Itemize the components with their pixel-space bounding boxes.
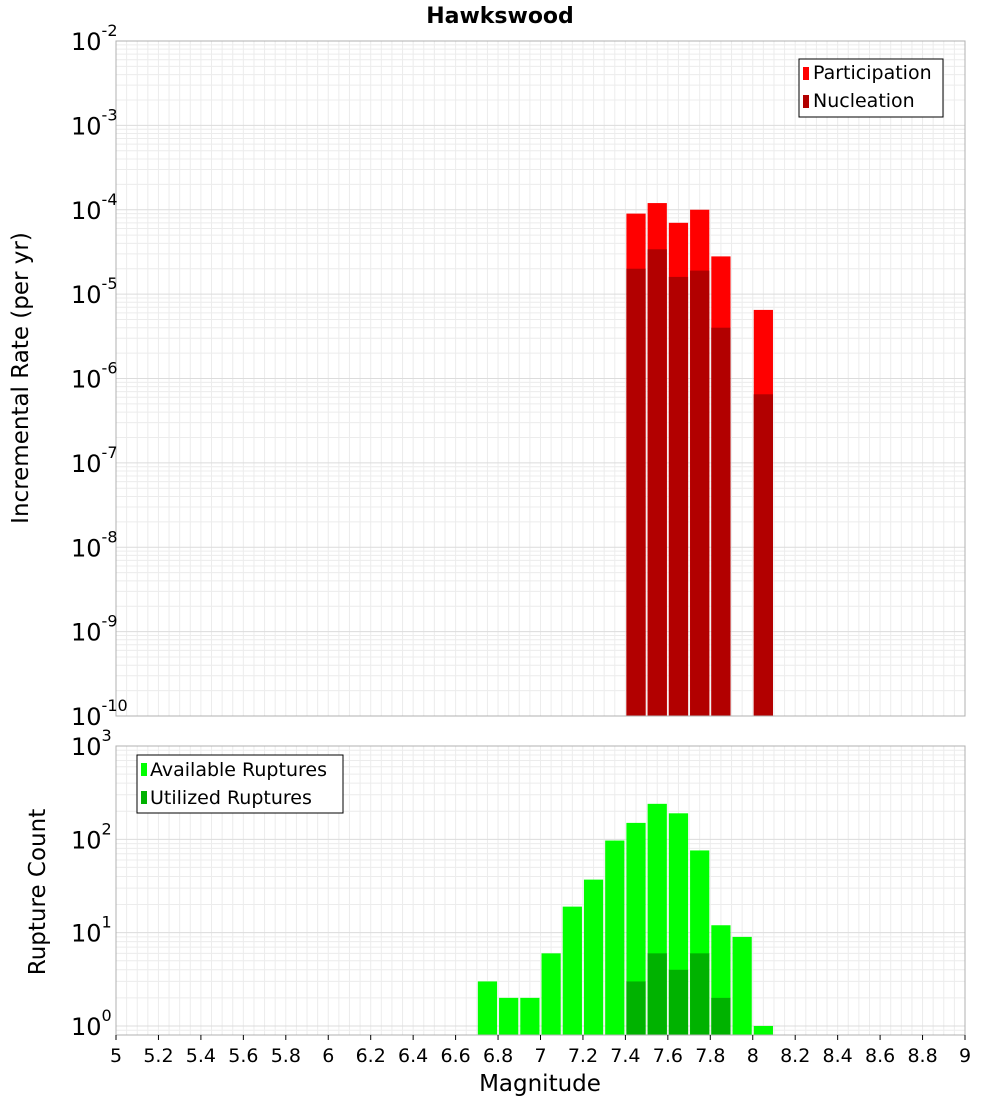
bar-utilized-ruptures xyxy=(711,997,731,1035)
x-tick-label: 5.2 xyxy=(143,1045,173,1067)
count-y-axis-ticks: 100 101 102 103 xyxy=(71,726,112,1041)
x-tick-label: 7.6 xyxy=(653,1045,683,1067)
rate-y-tick-label: 10-10 xyxy=(71,696,128,731)
x-tick-label: 5 xyxy=(110,1045,122,1067)
rate-y-tick-label: 10-2 xyxy=(71,21,118,56)
rate-y-tick-label: 10-3 xyxy=(71,105,118,140)
legend-label-available-ruptures: Available Ruptures xyxy=(150,759,327,781)
bar-available-ruptures xyxy=(753,1025,773,1035)
bar-utilized-ruptures xyxy=(626,981,646,1035)
legend-swatch-participation xyxy=(803,67,809,80)
bar-available-ruptures xyxy=(562,906,582,1035)
rate-plot-panel: 10-10 10-9 10-8 10-7 10-6 10-5 10-4 10-3 10-2 In… xyxy=(8,21,966,731)
x-tick-label: 8.8 xyxy=(907,1045,937,1067)
bar-available-ruptures xyxy=(605,840,625,1035)
bar-nucleation xyxy=(647,249,667,716)
count-y-tick-label: 102 xyxy=(71,819,112,854)
chart-title: Hawkswood xyxy=(426,4,574,29)
x-axis-label: Magnitude xyxy=(479,1071,601,1097)
rate-plot-grid xyxy=(115,40,966,717)
count-y-tick-label: 103 xyxy=(71,726,112,761)
rate-y-tick-label: 10-4 xyxy=(71,190,118,225)
x-tick-label: 6.4 xyxy=(398,1045,428,1067)
count-legend: Available Ruptures Utilized Ruptures xyxy=(136,754,344,814)
bar-utilized-ruptures xyxy=(647,953,667,1035)
bar-available-ruptures xyxy=(541,953,561,1035)
x-tick-label: 9 xyxy=(959,1045,971,1067)
count-legend-box xyxy=(136,754,344,814)
rate-y-axis-ticks: 10-10 10-9 10-8 10-7 10-6 10-5 10-4 10-3 10-2 xyxy=(71,21,128,731)
x-tick-label: 7.8 xyxy=(695,1045,725,1067)
bar-available-ruptures xyxy=(732,936,752,1035)
count-y-tick-label: 101 xyxy=(71,913,112,948)
rate-y-tick-label: 10-8 xyxy=(71,527,118,562)
bar-available-ruptures xyxy=(583,879,604,1035)
rate-y-tick-label: 10-9 xyxy=(71,612,118,647)
legend-swatch-utilized-ruptures xyxy=(141,791,147,804)
legend-label-utilized-ruptures: Utilized Ruptures xyxy=(150,787,312,809)
x-tick-label: 7.2 xyxy=(568,1045,598,1067)
legend-label-participation: Participation xyxy=(813,62,932,84)
x-tick-label: 5.4 xyxy=(186,1045,216,1067)
legend-swatch-nucleation xyxy=(803,95,809,108)
bar-utilized-ruptures xyxy=(690,953,710,1035)
x-tick-label: 8.4 xyxy=(823,1045,853,1067)
bar-nucleation xyxy=(626,268,646,716)
count-plot-panel: 100 101 102 103 5 5.2 5.4 5.6 5.8 6 6.2 6.4 6.6 6.8 7… xyxy=(25,726,971,1097)
bar-nucleation xyxy=(753,394,773,716)
bar-nucleation xyxy=(690,270,710,716)
rate-plot-bars xyxy=(626,203,773,717)
x-tick-label: 6.8 xyxy=(483,1045,513,1067)
x-tick-label: 7.4 xyxy=(610,1045,640,1067)
x-tick-label: 6.2 xyxy=(356,1045,386,1067)
bar-utilized-ruptures xyxy=(668,969,689,1035)
bar-available-ruptures xyxy=(477,981,498,1035)
x-tick-label: 8 xyxy=(747,1045,759,1067)
x-tick-label: 8.6 xyxy=(865,1045,895,1067)
bar-available-ruptures xyxy=(499,997,519,1035)
rate-legend: Participation Nucleation xyxy=(798,58,944,118)
x-tick-label: 5.6 xyxy=(228,1045,258,1067)
bar-nucleation xyxy=(668,276,689,716)
rate-y-axis-label: Incremental Rate (per yr) xyxy=(8,232,34,524)
bar-nucleation xyxy=(711,327,731,716)
bar-available-ruptures xyxy=(520,997,540,1035)
rate-y-tick-label: 10-7 xyxy=(71,443,118,478)
legend-swatch-available-ruptures xyxy=(141,763,147,776)
rate-legend-box xyxy=(798,58,944,118)
rate-plot-frame xyxy=(115,40,966,717)
count-plot-bars xyxy=(477,803,773,1035)
count-y-axis-label: Rupture Count xyxy=(25,809,51,975)
x-axis-ticks: 5 5.2 5.4 5.6 5.8 6 6.2 6.4 6.6 6.8 7 7.2 7.4 7.6 7.8 8… xyxy=(110,1035,971,1067)
x-tick-label: 6.6 xyxy=(440,1045,470,1067)
x-tick-label: 6 xyxy=(322,1045,334,1067)
legend-label-nucleation: Nucleation xyxy=(813,90,915,112)
rate-y-tick-label: 10-5 xyxy=(71,274,118,309)
x-tick-label: 7 xyxy=(534,1045,546,1067)
rate-y-tick-label: 10-6 xyxy=(71,359,118,394)
x-tick-label: 8.2 xyxy=(780,1045,810,1067)
x-tick-label: 5.8 xyxy=(271,1045,301,1067)
count-y-tick-label: 100 xyxy=(71,1006,112,1041)
